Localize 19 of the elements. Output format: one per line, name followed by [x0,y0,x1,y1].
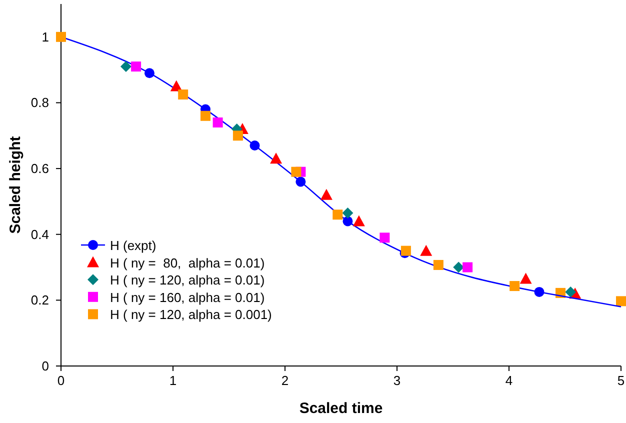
x-tick-label: 5 [617,373,625,388]
x-tick-label: 4 [505,373,513,388]
x-tick-label: 0 [57,373,65,388]
y-tick-label: 1 [42,29,49,44]
y-tick-label: 0.2 [30,292,49,308]
y-tick-label: 0.6 [30,161,49,176]
legend-label: H ( ny = 120, alpha = 0.01) [110,272,265,288]
legend-label: H ( ny = 160, alpha = 0.01) [110,290,265,305]
legend-label: H (expt) [110,238,156,253]
x-tick-label: 3 [393,373,401,388]
legend-label: H ( ny = 80, alpha = 0.01) [110,255,265,270]
x-tick-label: 1 [169,373,177,388]
x-tick-label: 2 [281,373,289,388]
legend-label: H ( ny = 120, alpha = 0.001) [110,307,272,322]
y-tick-label: 0.8 [30,95,49,110]
y-axis-title: Scaled height [7,136,24,234]
y-tick-label: 0 [42,358,49,374]
y-tick-label: 0.4 [30,226,49,242]
x-axis-title: Scaled time [299,400,383,417]
